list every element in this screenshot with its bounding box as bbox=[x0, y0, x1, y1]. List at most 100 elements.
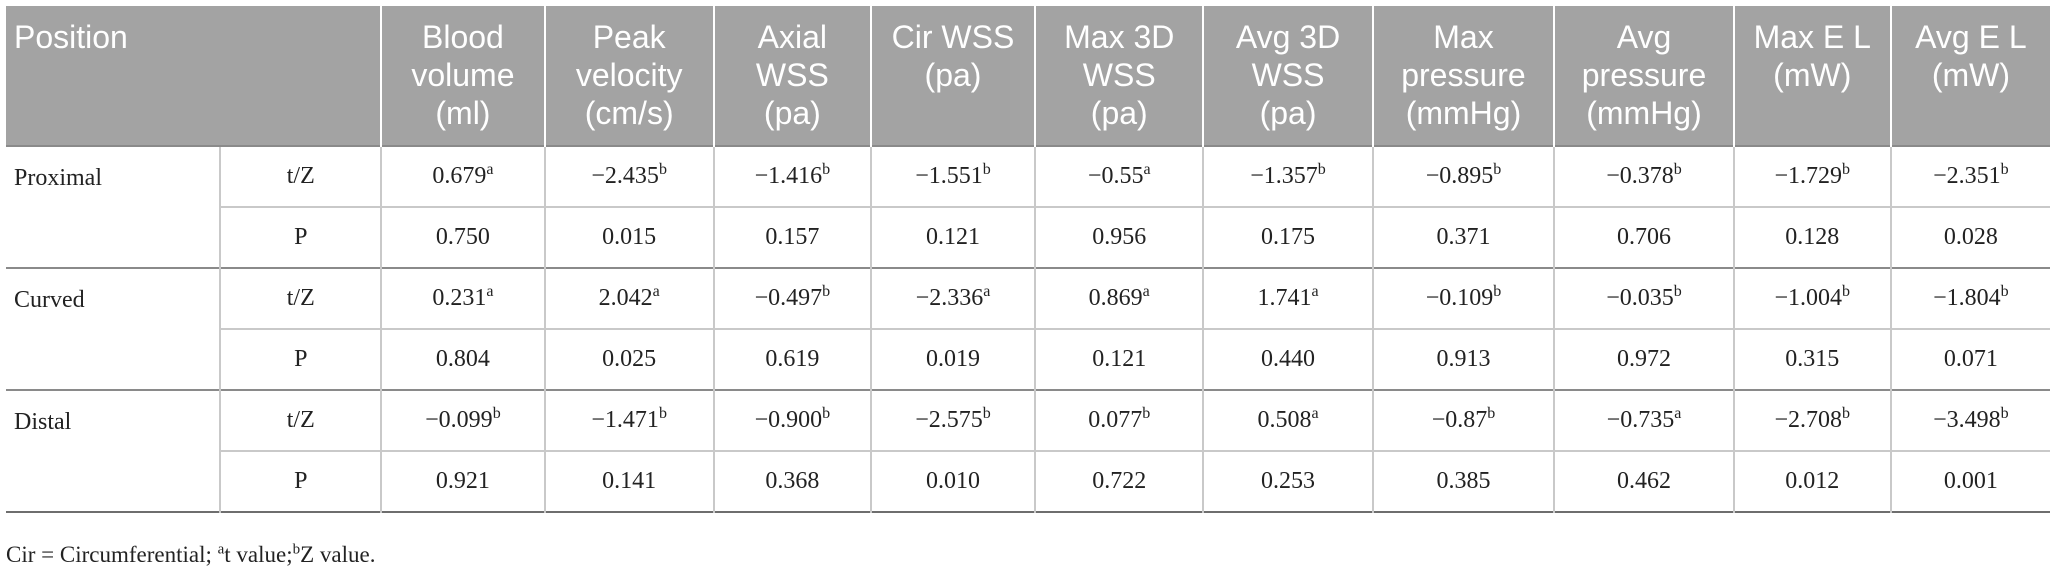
cell-superscript: b bbox=[982, 161, 991, 178]
cell-value: 0.010 bbox=[925, 468, 980, 494]
cell-value: −0.378 bbox=[1606, 163, 1674, 189]
cell-value: −2.708 bbox=[1774, 407, 1843, 433]
table-cell: 0.368 bbox=[712, 450, 871, 512]
cell-value: −1.357 bbox=[1250, 163, 1318, 189]
cell-value: 0.722 bbox=[1092, 468, 1147, 494]
table-cell: −0.735a bbox=[1553, 389, 1734, 451]
table-cell: −2.336a bbox=[869, 267, 1036, 329]
cell-value: 0.371 bbox=[1436, 224, 1491, 250]
header-line: velocity bbox=[575, 57, 683, 93]
header-line: (pa) bbox=[924, 57, 982, 93]
cell-value: −2.435 bbox=[591, 163, 659, 189]
cell-superscript: b bbox=[1842, 161, 1851, 178]
cell-value: 0.028 bbox=[1943, 224, 1998, 250]
table-cell: −3.498b bbox=[1889, 389, 2050, 451]
table-cell: −2.351b bbox=[1889, 145, 2050, 207]
table-cell: 0.913 bbox=[1371, 328, 1555, 390]
row-position-label: Curved bbox=[6, 267, 221, 390]
header-line: Cir WSS bbox=[891, 19, 1015, 55]
cell-superscript: b bbox=[1317, 161, 1326, 178]
header-line: Axial bbox=[757, 19, 828, 55]
cell-value: 0.956 bbox=[1092, 224, 1147, 250]
cell-value: −1.416 bbox=[754, 163, 823, 189]
cell-superscript: a bbox=[983, 283, 991, 300]
table-cell: 0.921 bbox=[380, 450, 545, 512]
row-stat-label: P bbox=[219, 328, 382, 390]
cell-superscript: b bbox=[1487, 405, 1496, 422]
table-cell: 0.508a bbox=[1202, 389, 1373, 451]
table-cell: −1.729b bbox=[1732, 145, 1891, 207]
cell-value: −2.351 bbox=[1933, 163, 2001, 189]
row-stat-label: t/Z bbox=[219, 267, 382, 329]
cell-superscript: b bbox=[1673, 283, 1682, 300]
row-stat-label: t/Z bbox=[219, 389, 382, 451]
results-table-container: Position Blood volume (ml) Peak velocity (cm… bbox=[6, 6, 2050, 513]
header-line: WSS bbox=[755, 57, 829, 93]
header-col: Max E L (mW) bbox=[1732, 6, 1891, 146]
cell-value: −3.498 bbox=[1933, 407, 2001, 433]
header-line: Avg bbox=[1616, 19, 1672, 55]
cell-value: 0.508 bbox=[1257, 407, 1312, 433]
row-stat-label: P bbox=[219, 206, 382, 268]
table-cell: 0.231a bbox=[380, 267, 545, 329]
footnote-a-text: t value; bbox=[224, 542, 293, 567]
table-footnote: Cir = Circumferential; at value;bZ value… bbox=[6, 542, 375, 568]
cell-superscript: a bbox=[1311, 405, 1319, 422]
cell-value: −0.497 bbox=[754, 285, 823, 311]
cell-superscript: b bbox=[1493, 161, 1502, 178]
cell-value: 0.071 bbox=[1943, 346, 1998, 372]
header-line: pressure bbox=[1581, 57, 1707, 93]
cell-value: −1.804 bbox=[1933, 285, 2001, 311]
header-col: Max 3D WSS (pa) bbox=[1034, 6, 1204, 146]
cell-value: 0.440 bbox=[1261, 346, 1316, 372]
cell-superscript: b bbox=[822, 283, 831, 300]
table-cell: 0.804 bbox=[380, 328, 545, 390]
cell-value: 0.025 bbox=[602, 346, 657, 372]
header-line: Max E L bbox=[1753, 19, 1871, 55]
table-cell: 0.012 bbox=[1732, 450, 1891, 512]
table-cell: −0.87b bbox=[1371, 389, 1555, 451]
table-cell: −0.895b bbox=[1371, 145, 1555, 207]
table-cell: 0.371 bbox=[1371, 206, 1555, 268]
table-cell: 0.157 bbox=[712, 206, 871, 268]
footnote-cir: Cir = Circumferential; bbox=[6, 542, 212, 567]
table-row: Proximal t/Z 0.679a −2.435b −1.416b −1.551b −0… bbox=[6, 145, 2050, 268]
footnote-b-text: Z value. bbox=[300, 542, 376, 567]
cell-superscript: a bbox=[486, 161, 494, 178]
header-line: (pa) bbox=[1090, 95, 1148, 131]
header-line: (pa) bbox=[1259, 95, 1317, 131]
table-cell: 0.025 bbox=[543, 328, 714, 390]
cell-value: 0.679 bbox=[432, 163, 487, 189]
table-cell: −2.575b bbox=[869, 389, 1036, 451]
cell-value: 0.869 bbox=[1088, 285, 1143, 311]
table-cell: −1.804b bbox=[1889, 267, 2050, 329]
results-table: Position Blood volume (ml) Peak velocity (cm… bbox=[6, 6, 2050, 513]
cell-superscript: b bbox=[822, 161, 831, 178]
cell-value: 0.231 bbox=[432, 285, 487, 311]
table-cell: 0.462 bbox=[1553, 450, 1734, 512]
table-cell: 0.706 bbox=[1553, 206, 1734, 268]
cell-value: 0.921 bbox=[435, 468, 490, 494]
cell-superscript: b bbox=[2000, 161, 2009, 178]
cell-value: −0.035 bbox=[1606, 285, 1674, 311]
table-row: P 0.804 0.025 0.619 0.019 0.121 0.440 0.913 0.97… bbox=[6, 328, 2050, 390]
table-cell: 0.440 bbox=[1202, 328, 1373, 390]
cell-value: 0.121 bbox=[1092, 346, 1147, 372]
cell-value: 0.619 bbox=[765, 346, 820, 372]
cell-value: −2.575 bbox=[915, 407, 983, 433]
footnote-b-marker: b bbox=[292, 541, 301, 558]
table-cell: 0.077b bbox=[1034, 389, 1204, 451]
table-cell: 0.315 bbox=[1732, 328, 1891, 390]
cell-value: −0.099 bbox=[425, 407, 493, 433]
header-line: (mW) bbox=[1773, 57, 1852, 93]
table-cell: −1.004b bbox=[1732, 267, 1891, 329]
row-position-label: Proximal bbox=[6, 145, 221, 268]
table-cell: −1.471b bbox=[543, 389, 714, 451]
header-col: Blood volume (ml) bbox=[380, 6, 545, 146]
cell-value: 0.157 bbox=[765, 224, 820, 250]
table-cell: 0.121 bbox=[1034, 328, 1204, 390]
table-cell: −0.378b bbox=[1553, 145, 1734, 207]
table-cell: −2.435b bbox=[543, 145, 714, 207]
header-line: (mmHg) bbox=[1586, 95, 1702, 131]
cell-superscript: b bbox=[1493, 283, 1502, 300]
